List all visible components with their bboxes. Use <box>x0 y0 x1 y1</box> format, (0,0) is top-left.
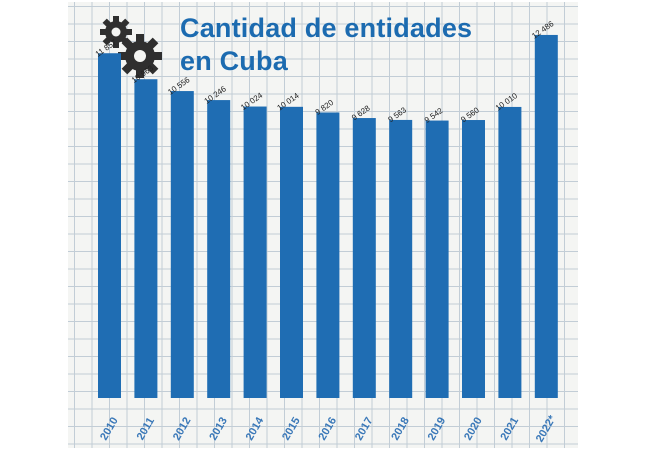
x-tick-label: 2018 <box>389 415 412 442</box>
bar-2011 <box>134 79 158 399</box>
bar-2022 <box>534 34 558 399</box>
x-tick-label: 2020 <box>462 415 485 442</box>
bar-2014 <box>243 106 267 398</box>
bar-2015 <box>280 106 303 398</box>
bar-2012 <box>170 91 194 399</box>
x-tick-labels: 2010 2011 2012 2013 2014 2015 2016 2017 2018 2019… <box>98 413 559 445</box>
bars <box>98 34 558 399</box>
x-tick-label: 2013 <box>207 415 230 442</box>
bar-2016 <box>316 112 340 399</box>
x-tick-label: 2021 <box>499 415 522 442</box>
x-tick-label: 2019 <box>426 415 449 442</box>
x-tick-label: 2011 <box>135 416 157 443</box>
x-tick-label: 2017 <box>353 415 376 442</box>
x-tick-label: 2015 <box>280 415 303 442</box>
x-tick-label: 2014 <box>244 415 267 443</box>
bar-2021 <box>498 106 522 398</box>
x-tick-label: 2012 <box>171 415 194 442</box>
bar-2010 <box>98 53 121 398</box>
x-tick-label: 2022* <box>534 413 559 445</box>
bar-2013 <box>207 100 231 398</box>
chart-title-line1: Cantidad de entidades <box>180 13 473 43</box>
chart-title: Cantidad de entidades en Cuba <box>180 12 472 78</box>
x-tick-label: 2016 <box>317 415 340 442</box>
x-tick-label: 2010 <box>98 415 121 442</box>
bar-2020 <box>462 120 485 399</box>
gears-icon <box>100 16 162 78</box>
bar-2019 <box>425 120 449 398</box>
chart-title-line2: en Cuba <box>180 46 288 76</box>
bar-2017 <box>352 118 376 398</box>
bar-2018 <box>389 119 413 399</box>
